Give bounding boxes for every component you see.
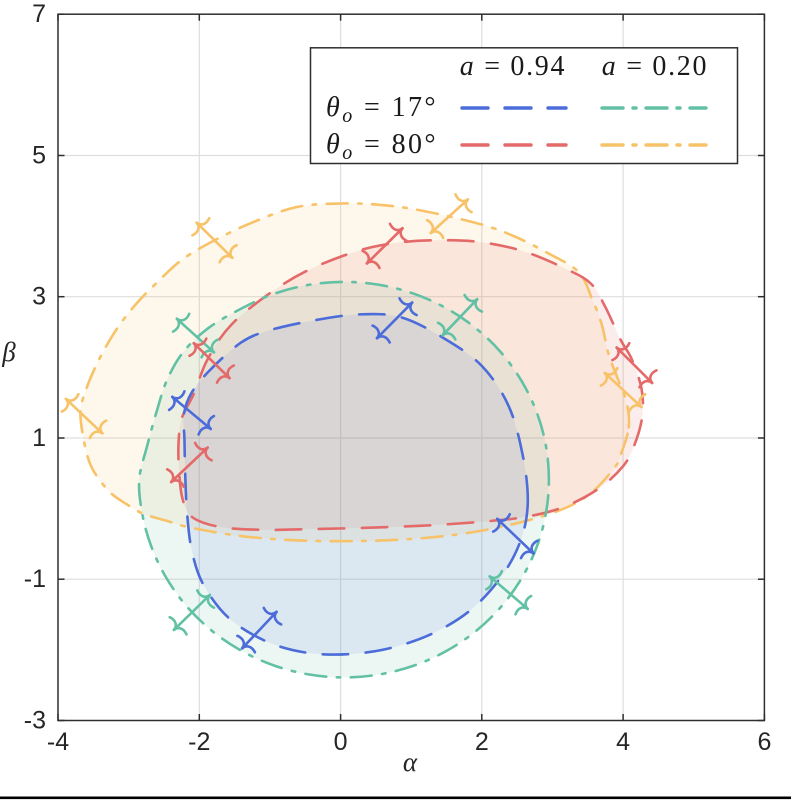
svg-text:-3: -3 [24, 707, 46, 735]
svg-text:6: 6 [757, 728, 771, 756]
svg-text:7: 7 [32, 0, 46, 28]
svg-text:1: 1 [32, 424, 46, 452]
svg-text:3: 3 [32, 283, 46, 311]
svg-text:-2: -2 [188, 728, 210, 756]
svg-text:5: 5 [32, 142, 46, 170]
svg-text:-1: -1 [24, 565, 46, 593]
svg-text:β: β [1, 337, 16, 367]
svg-text:a = 0.20: a = 0.20 [602, 51, 708, 82]
svg-text:0: 0 [334, 728, 348, 756]
svg-text:a = 0.94: a = 0.94 [460, 51, 566, 82]
svg-text:θo = 17°: θo = 17° [326, 92, 438, 127]
svg-text:-4: -4 [47, 728, 69, 756]
svg-text:4: 4 [616, 728, 630, 756]
svg-text:θo = 80°: θo = 80° [326, 129, 438, 164]
svg-text:2: 2 [475, 728, 489, 756]
svg-text:α: α [403, 747, 418, 777]
